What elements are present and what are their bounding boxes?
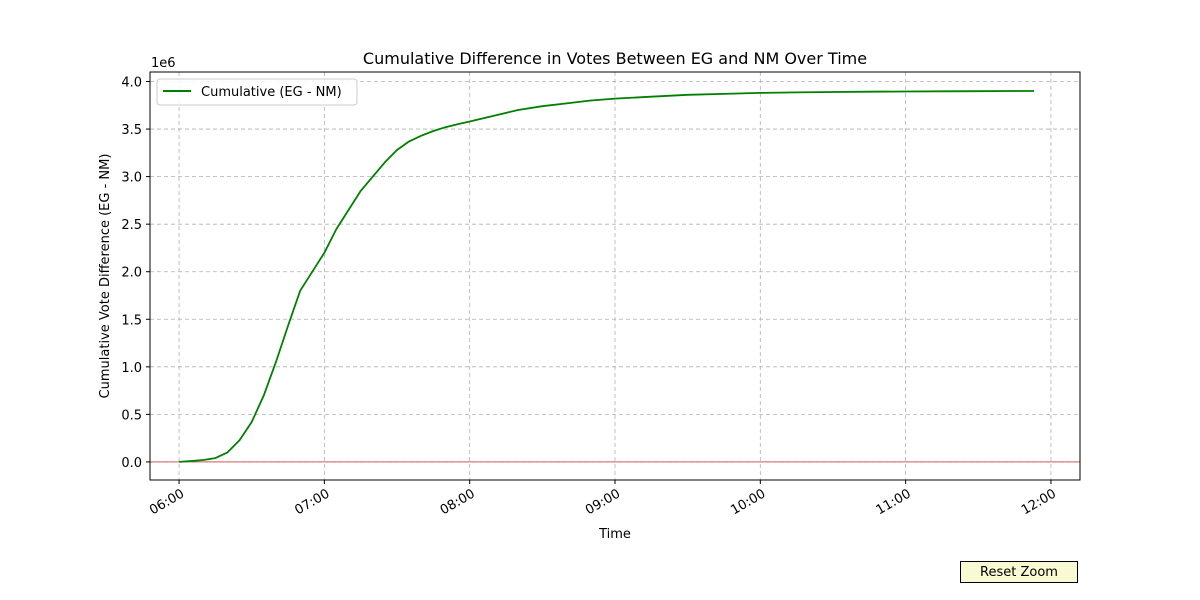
chart-title: Cumulative Difference in Votes Between E… xyxy=(363,49,867,68)
y-axis-label: Cumulative Vote Difference (EG - NM) xyxy=(98,154,113,399)
x-tick-label: 10:00 xyxy=(728,486,768,518)
y-tick-label: 1.5 xyxy=(121,313,142,328)
grid xyxy=(150,72,1080,480)
y-tick-label: 3.5 xyxy=(121,123,142,138)
x-tick-label: 06:00 xyxy=(147,486,187,518)
x-tick-label: 08:00 xyxy=(438,486,478,518)
x-tick-label: 12:00 xyxy=(1019,486,1059,518)
y-tick-label: 2.0 xyxy=(121,266,142,281)
x-tick-label: 11:00 xyxy=(874,486,914,518)
y-tick-label: 0.0 xyxy=(121,456,142,471)
legend-box xyxy=(156,78,358,106)
y-tick-label: 0.5 xyxy=(121,408,142,423)
x-axis-label: Time xyxy=(598,527,631,542)
legend-label: Cumulative (EG - NM) xyxy=(201,85,342,100)
y-axis-ticks: 0.0 0.5 1.0 1.5 2.0 2.5 3.0 3.5 4.0 xyxy=(121,76,150,471)
x-tick-label: 07:00 xyxy=(292,486,332,518)
reset-zoom-button[interactable]: Reset Zoom xyxy=(960,561,1078,583)
series-layer xyxy=(179,90,1034,463)
x-axis-ticks: 06:00 07:00 08:00 09:00 10:00 11:00 12:00 xyxy=(147,480,1059,518)
y-axis-multiplier: 1e6 xyxy=(151,56,176,71)
y-tick-label: 4.0 xyxy=(121,76,142,91)
legend: Cumulative (EG - NM) xyxy=(156,78,358,106)
series-line xyxy=(179,90,1034,463)
x-tick-label: 09:00 xyxy=(583,486,623,518)
y-tick-label: 1.0 xyxy=(121,361,142,376)
y-tick-label: 2.5 xyxy=(121,218,142,233)
y-tick-label: 3.0 xyxy=(121,171,142,186)
